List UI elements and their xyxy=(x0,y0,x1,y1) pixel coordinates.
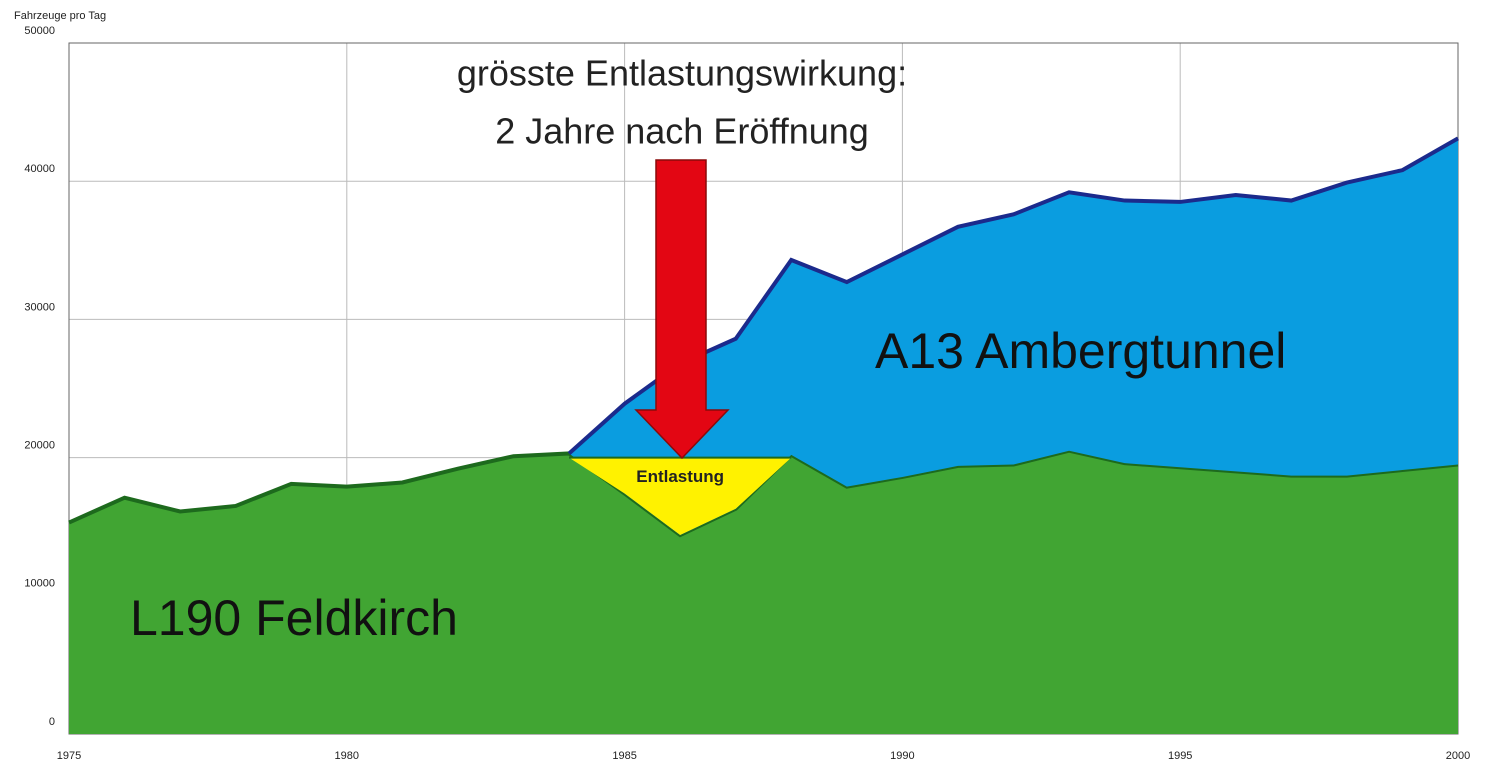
y-axis-label: Fahrzeuge pro Tag xyxy=(14,10,106,22)
y-tick-label: 30000 xyxy=(24,301,55,313)
plot: 0 10000 20000 30000 40000 50000 1975 1980 1985 19… xyxy=(24,25,1470,762)
x-tick-label: 1975 xyxy=(57,750,81,762)
y-tick-label: 10000 xyxy=(24,578,55,590)
annotation: 2 Jahre nach Eröffnung xyxy=(495,111,869,152)
series-label: L190 Feldkirch xyxy=(130,590,458,646)
area-line xyxy=(567,136,1459,455)
relief-area xyxy=(569,457,792,535)
area xyxy=(69,450,1458,734)
series-label: A13 Ambergtunnel xyxy=(875,323,1286,379)
y-tick-label: 20000 xyxy=(24,440,55,452)
arrow xyxy=(634,159,730,460)
x-tick-label: 2000 xyxy=(1446,750,1470,762)
x-tick-label: 1995 xyxy=(1168,750,1192,762)
relief-label: Entlastung xyxy=(636,467,724,486)
y-tick-label: 50000 xyxy=(24,25,55,37)
x-tick-label: 1985 xyxy=(612,750,636,762)
x-tick-label: 1990 xyxy=(890,750,914,762)
area xyxy=(569,138,1458,535)
x-tick-label: 1980 xyxy=(335,750,359,762)
annotation: grösste Entlastungswirkung: xyxy=(457,53,907,94)
y-tick-label: 0 xyxy=(49,716,55,728)
y-tick-label: 40000 xyxy=(24,163,55,175)
